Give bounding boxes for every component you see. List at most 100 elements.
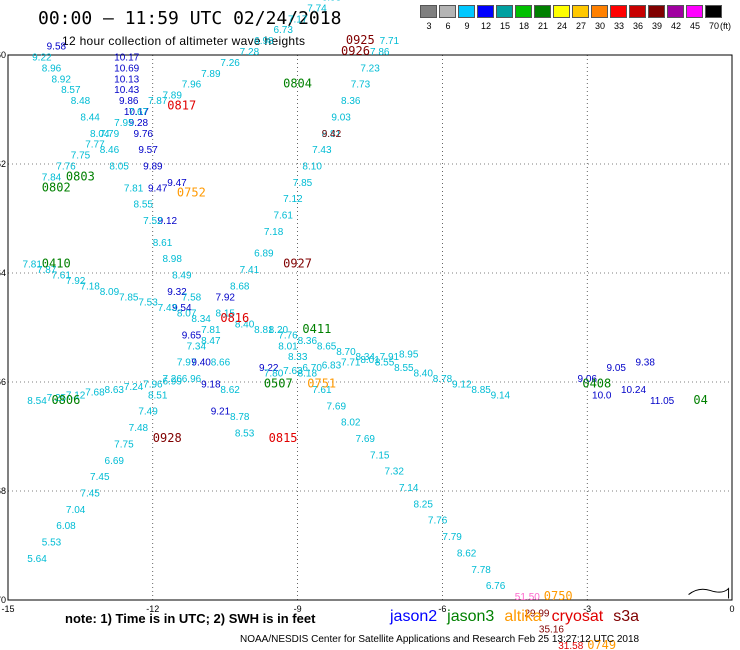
swh-observation: 7.95 [114, 118, 134, 129]
swh-observation: 7.12 [283, 194, 303, 205]
swh-observation: 7.18 [80, 281, 100, 292]
pass-time-label: 0815 [269, 431, 298, 445]
swh-observation: 9.22 [32, 52, 52, 63]
swh-observation: 6.69 [105, 456, 125, 467]
swh-observation: 7.73 [351, 80, 371, 91]
pass-time-label: 0750 [544, 589, 573, 603]
scale-label: 39 [651, 21, 662, 31]
swh-observation: 10.69 [114, 63, 139, 74]
scale-label: 42 [670, 21, 681, 31]
swh-observation: 7.34 [187, 341, 207, 352]
scale-label: 18 [518, 21, 529, 31]
swh-observation: 7.25 [47, 393, 67, 404]
swh-observation: 51.50 [515, 592, 540, 603]
swh-observation: 7.80 [264, 369, 284, 380]
lon-tick-label: -9 [294, 604, 302, 614]
swh-observation: 7.53 [138, 298, 158, 309]
swh-observation: 7.18 [264, 227, 284, 238]
swh-observation: 7.32 [384, 467, 404, 478]
swh-observation: 8.55 [394, 363, 414, 374]
swh-observation: 7.45 [80, 488, 100, 499]
swh-observation: 8.65 [317, 341, 337, 352]
scale-swatch [610, 5, 627, 18]
swh-observation: 9.12 [452, 379, 472, 390]
swh-observation: 7.89 [201, 69, 221, 80]
map-subtitle: 12 hour collection of altimeter wave hei… [62, 34, 306, 48]
scale-swatch [686, 5, 703, 18]
swh-observation: 8.53 [235, 429, 255, 440]
swh-observation: 7.87 [148, 96, 168, 107]
swh-observation: 9.65 [182, 330, 202, 341]
swh-observation: 7.85 [119, 292, 139, 303]
pass-time-label: 0408 [582, 376, 611, 390]
swh-observation: 8.78 [433, 374, 453, 385]
scale-swatch [496, 5, 513, 18]
swh-observation: 9.47 [167, 178, 187, 189]
swh-observation: 7.76 [428, 516, 448, 527]
scale-label: 33 [613, 21, 624, 31]
swh-observation: 9.21 [211, 407, 231, 418]
swh-observation: 8.15 [216, 309, 236, 320]
scale-unit: (ft) [720, 21, 731, 31]
swh-observation: 8.92 [51, 74, 71, 85]
swh-observation: 10.43 [114, 85, 139, 96]
lon-tick-label: 0 [729, 604, 734, 614]
swh-observation: 9.89 [143, 161, 163, 172]
swh-observation: 7.84 [42, 172, 62, 183]
swh-observation: 7.45 [90, 472, 110, 483]
swh-observation: 11.05 [650, 396, 675, 407]
pass-time-label: 0817 [167, 99, 196, 113]
scale-swatch [420, 5, 437, 18]
pass-time-label: 0749 [587, 638, 616, 650]
swh-observation: 7.89 [162, 91, 182, 102]
swh-observation: 8.04 [90, 129, 110, 140]
lat-tick-label: -70 [0, 595, 6, 605]
satellite-legend-item: altika [504, 608, 542, 625]
scale-swatch [515, 5, 532, 18]
swh-observation: 7.15 [370, 450, 390, 461]
scale-swatch [458, 5, 475, 18]
swh-observation: 8.34 [356, 352, 376, 363]
swh-observation: 8.10 [302, 161, 322, 172]
swh-observation: 6.96 [182, 374, 202, 385]
swh-observation: 9.22 [259, 363, 279, 374]
swh-observation: 6.99 [162, 377, 182, 388]
swh-observation: 6.83 [322, 360, 342, 371]
swh-observation: 8.70 [336, 347, 356, 358]
pass-time-label: 0751 [307, 376, 336, 390]
swh-observation: 8.34 [191, 314, 211, 325]
satellite-legend-item: cryosat [551, 608, 604, 625]
swh-observation: 7.81 [22, 260, 42, 271]
scale-label: 15 [499, 21, 510, 31]
pass-time-label: 0928 [153, 431, 182, 445]
swh-observation: 8.85 [471, 385, 491, 396]
lat-tick-label: -68 [0, 486, 6, 496]
swh-observation: 6.89 [254, 249, 274, 260]
swh-observation: 9.47 [148, 183, 168, 194]
swh-observation: 7.26 [162, 374, 182, 385]
swh-observation: 9.05 [607, 363, 627, 374]
swh-observation: 8.55 [133, 200, 153, 211]
swh-observation: 7.43 [158, 303, 178, 314]
swh-observation: 7.43 [312, 145, 332, 156]
swh-observation: 8.57 [61, 85, 81, 96]
scale-swatch [477, 5, 494, 18]
swh-observation: 9.40 [191, 358, 211, 369]
pass-time-label: 0927 [283, 257, 312, 271]
scale-swatch [553, 5, 570, 18]
scale-label: 45 [689, 21, 700, 31]
pass-time-label: 0802 [42, 180, 71, 194]
swh-observation: 6.73 [273, 25, 293, 36]
swh-observation: 8.09 [100, 287, 120, 298]
swh-observation: 7.86 [370, 47, 390, 58]
swh-observation: 5.53 [42, 538, 62, 549]
swh-observation: 7.92 [66, 276, 86, 287]
swh-observation: 7.91 [380, 352, 400, 363]
swh-observation: 8.07 [177, 309, 197, 320]
swh-observation: 7.81 [124, 183, 144, 194]
scale-label: 12 [480, 21, 491, 31]
lon-tick-label: -12 [146, 604, 159, 614]
swh-observation: 8.95 [399, 349, 419, 360]
swh-observation: 8.36 [341, 96, 361, 107]
